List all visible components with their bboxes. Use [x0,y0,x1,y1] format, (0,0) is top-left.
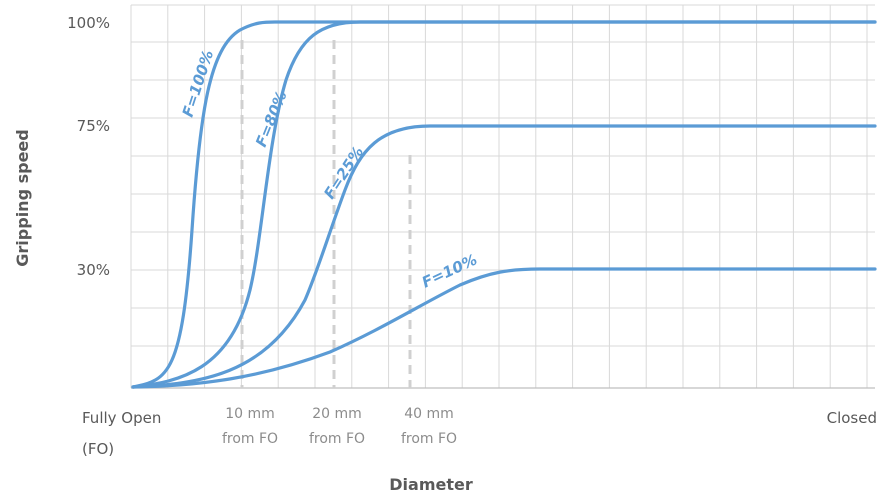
marker-label-40mm-line1: 40 mm [404,406,454,422]
series-line-2 [131,20,877,389]
marker-label-20mm-line1: 20 mm [312,406,362,422]
y-tick-label: 75% [77,117,110,135]
y-axis-title: Gripping speed [13,129,32,266]
series-line-3 [131,124,877,389]
x-axis-title: Diameter [389,475,473,494]
series-label: F=10% [419,250,480,291]
y-tick-label: 30% [77,261,110,279]
marker-label-10mm-line1: 10 mm [225,406,275,422]
y-tick-label: 100% [67,14,110,32]
x-tick-start-line1: Fully Open [82,409,161,427]
marker-label-20mm-line2: from FO [309,431,365,447]
series-line-1 [131,20,877,389]
x-tick-end: Closed [827,409,877,427]
marker-label-10mm-line2: from FO [222,431,278,447]
x-tick-start-line2: (FO) [82,440,114,458]
series-lines [131,20,877,389]
series-label: F=100% [179,48,217,119]
series-label: F=80% [252,88,291,149]
distance-markers [240,40,412,388]
series-line-4 [131,267,877,389]
marker-label-40mm-line2: from FO [401,431,457,447]
series-labels: F=100% F=80%F=25%F=10% [179,48,480,292]
